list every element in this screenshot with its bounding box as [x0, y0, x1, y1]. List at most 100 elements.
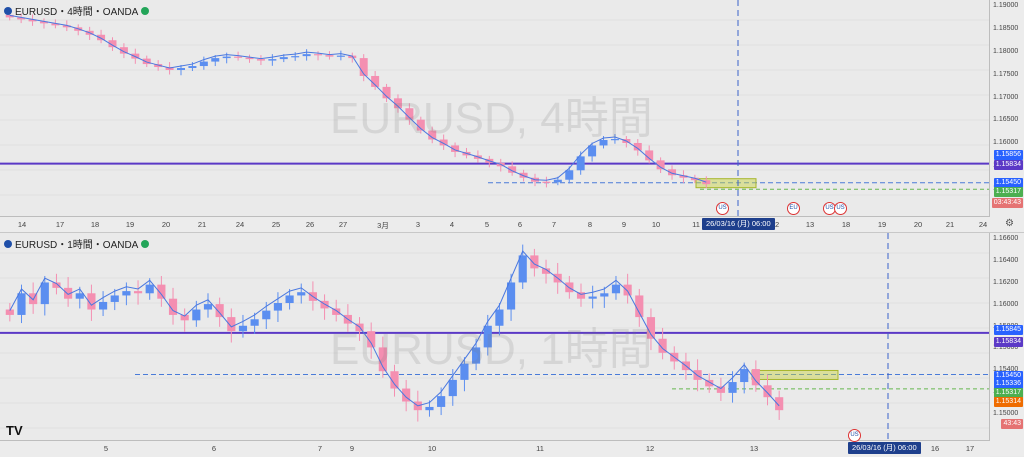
candle-body	[279, 57, 288, 60]
price-tick-label: 1.18000	[993, 47, 1019, 55]
gear-icon[interactable]: ⚙	[1005, 218, 1014, 229]
time-tick-label: 26	[305, 220, 315, 229]
candle-body	[382, 86, 391, 99]
time-tick-label: 5	[103, 444, 109, 453]
time-tick-label: 7	[317, 444, 323, 453]
candle-body	[610, 139, 619, 141]
candle-body	[367, 331, 376, 348]
candle-body	[291, 56, 300, 58]
candle-body	[285, 295, 294, 304]
candle-body	[518, 255, 527, 283]
candle-body	[508, 166, 517, 173]
candle-body	[168, 298, 178, 315]
candle-body	[588, 145, 597, 157]
candle-body	[17, 17, 26, 20]
price-chart-1h[interactable]	[0, 233, 990, 440]
candle-body	[483, 325, 492, 348]
candle-body	[39, 21, 48, 24]
price-tick-label: 1.16000	[993, 300, 1019, 308]
candle-body	[5, 14, 14, 18]
candle-body	[52, 282, 61, 288]
price-badge: 1.15450	[993, 371, 1023, 381]
candle-body	[192, 309, 201, 321]
time-tick-label: 19	[877, 220, 887, 229]
candle-body	[645, 150, 654, 161]
time-tick-label: 18	[90, 220, 100, 229]
time-tick-label: 24	[978, 220, 988, 229]
candle-body	[705, 379, 714, 387]
candle-body	[623, 284, 632, 296]
price-tick-label: 1.16000	[993, 139, 1019, 147]
target-zone-box	[751, 369, 839, 380]
symbol-label: EURUSD・1時間・OANDA	[15, 240, 139, 251]
candle-body	[28, 19, 37, 22]
time-tick-label: 16	[930, 444, 940, 453]
time-tick-label: 17	[965, 444, 975, 453]
economic-event-icon[interactable]: EU	[787, 202, 800, 215]
candle-body	[234, 56, 243, 58]
time-tick-label: 7	[551, 220, 557, 229]
candle-body	[203, 304, 213, 310]
chart-pane-4h[interactable]: EURUSD, 4時間 EURUSD・4時間・OANDA 1.19000 1.18…	[0, 0, 1024, 233]
price-badge: 1.15336	[993, 379, 1023, 389]
candle-body	[542, 181, 551, 183]
time-axis-4h[interactable]: 14 17 18 19 20 21 24 25 26 27 3月 3 4 5 6 7 8 9 10 11 12 13 18 1…	[0, 216, 990, 233]
candle-body	[110, 295, 119, 302]
candle-body	[332, 308, 341, 315]
candle-body	[87, 293, 96, 310]
price-tick-label: 1.16600	[993, 235, 1019, 242]
time-tick-label: 12	[645, 444, 655, 453]
candle-body	[119, 47, 128, 54]
time-axis-1h[interactable]: 5 6 7 9 10 11 12 13 16 17	[0, 440, 990, 457]
candle-body	[222, 56, 231, 59]
price-tick-label: 1.18500	[993, 24, 1019, 32]
candle-body	[646, 317, 656, 339]
currency-flag-icon	[4, 6, 12, 15]
candle-body	[97, 34, 106, 41]
price-axis-1h[interactable]: 1.166001.164001.162001.160001.158001.156…	[989, 233, 1024, 456]
candle-body	[142, 58, 151, 65]
candle-body	[635, 295, 644, 318]
tradingview-logo: TV	[6, 423, 23, 438]
market-status-icon	[141, 6, 150, 15]
candle-body	[656, 160, 665, 170]
price-badge: 1.15856	[993, 150, 1023, 160]
candle-body	[378, 347, 387, 372]
candle-body	[188, 66, 197, 69]
candle-body	[448, 379, 457, 397]
candle-body	[215, 304, 224, 318]
candle-body	[157, 284, 166, 299]
crosshair-time-tag-1h: 26/03/16 (月) 06:00	[848, 442, 921, 454]
candle-body	[495, 309, 504, 326]
candle-body	[314, 54, 323, 56]
symbol-watermark-4h: EURUSD, 4時間	[330, 94, 653, 143]
candle-body	[302, 54, 311, 57]
chart-pane-1h[interactable]: EURUSD, 1時間 EURUSD・1時間・OANDA 1.16600 1.16…	[0, 232, 1024, 457]
time-tick-label: 10	[427, 444, 437, 453]
candle-body	[211, 58, 220, 62]
economic-event-icon[interactable]: US	[848, 429, 861, 442]
candle-body	[472, 347, 481, 364]
time-tick-label: 4	[449, 220, 455, 229]
candle-body	[238, 325, 248, 332]
time-tick-label: 9	[349, 444, 355, 453]
candle-body	[99, 301, 108, 310]
symbol-watermark-1h: EURUSD, 1時間	[330, 325, 653, 374]
time-tick-label: 5	[484, 220, 490, 229]
candle-body	[530, 255, 539, 269]
candle-body	[17, 293, 26, 315]
economic-event-icon[interactable]: US	[716, 202, 729, 215]
economic-event-icon[interactable]: US	[834, 202, 847, 215]
candle-body	[371, 75, 380, 87]
price-badge: 43:43	[1001, 419, 1023, 429]
candle-body	[262, 310, 271, 320]
price-chart-4h[interactable]	[0, 0, 990, 216]
symbol-legend-4h[interactable]: EURUSD・4時間・OANDA	[4, 3, 150, 18]
candle-body	[256, 59, 265, 61]
candle-body	[576, 292, 586, 299]
candle-body	[268, 59, 277, 61]
candle-body	[740, 369, 749, 383]
price-tick-label: 1.16400	[993, 256, 1019, 264]
price-axis-4h[interactable]: 1.19000 1.18500 1.18000 1.17500 1.17000 1.165…	[989, 0, 1024, 232]
symbol-legend-1h[interactable]: EURUSD・1時間・OANDA	[4, 236, 150, 251]
